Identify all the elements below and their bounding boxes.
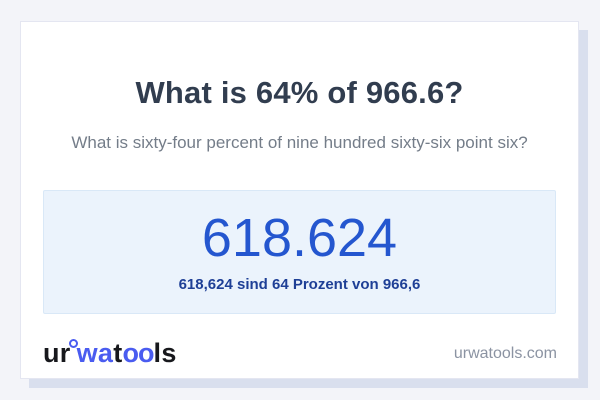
- logo-glasses-oo-icon: oo: [122, 338, 155, 368]
- answer-value: 618.624: [201, 207, 398, 268]
- answer-description: 618,624 sind 64 Prozent von 966,6: [178, 275, 421, 293]
- logo-text-ls: ls: [153, 338, 177, 368]
- logo-text-wa: wa: [76, 338, 114, 368]
- site-url-link[interactable]: urwatools.com: [453, 345, 557, 362]
- logo-text-ur: ur: [43, 338, 71, 368]
- card-footer: ur watools urwatools.com: [43, 338, 557, 368]
- answer-box: 618.624 618,624 sind 64 Prozent von 966,…: [43, 190, 556, 314]
- question-subtitle: What is sixty-four percent of nine hundr…: [71, 133, 528, 152]
- calculator-result-card: What is 64% of 966.6? What is sixty-four…: [20, 21, 579, 379]
- logo-ring-icon: [68, 339, 78, 348]
- logo-text-t: t: [113, 338, 123, 368]
- page-title: What is 64% of 966.6?: [135, 75, 464, 110]
- urwatools-logo[interactable]: ur watools: [43, 338, 177, 368]
